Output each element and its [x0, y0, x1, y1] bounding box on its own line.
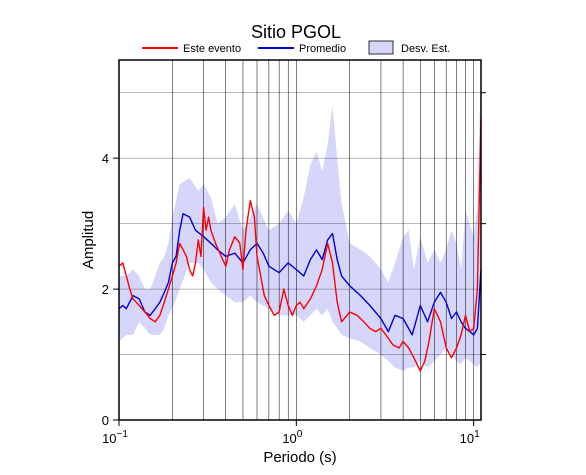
legend: Este evento Promedio Desv. Est. — [142, 40, 450, 55]
y-axis-label: Amplitud — [80, 211, 97, 269]
y-tick-label: 4 — [102, 151, 109, 166]
y-tick-label: 0 — [102, 413, 109, 428]
x-axis-label: Periodo (s) — [263, 449, 336, 466]
legend-label-desv-est: Desv. Est. — [401, 43, 450, 55]
x-tick-label: 101 — [460, 429, 480, 446]
series-line-este-evento — [118, 118, 482, 372]
legend-swatch-desv-est — [368, 40, 394, 55]
legend-label-promedio: Promedio — [299, 43, 346, 55]
series-layer — [118, 118, 482, 372]
std-band-layer — [119, 66, 481, 371]
x-tick-label: 100 — [282, 429, 302, 446]
series-line-promedio — [118, 213, 482, 336]
plot-frame — [118, 59, 482, 421]
legend-label-este-evento: Este evento — [183, 43, 241, 55]
chart-title: Sitio PGOL — [251, 22, 341, 42]
y-tick-label: 2 — [102, 282, 109, 297]
std-band — [119, 66, 481, 371]
grid-layer — [119, 60, 481, 420]
x-tick-label: 10−1 — [102, 429, 128, 446]
